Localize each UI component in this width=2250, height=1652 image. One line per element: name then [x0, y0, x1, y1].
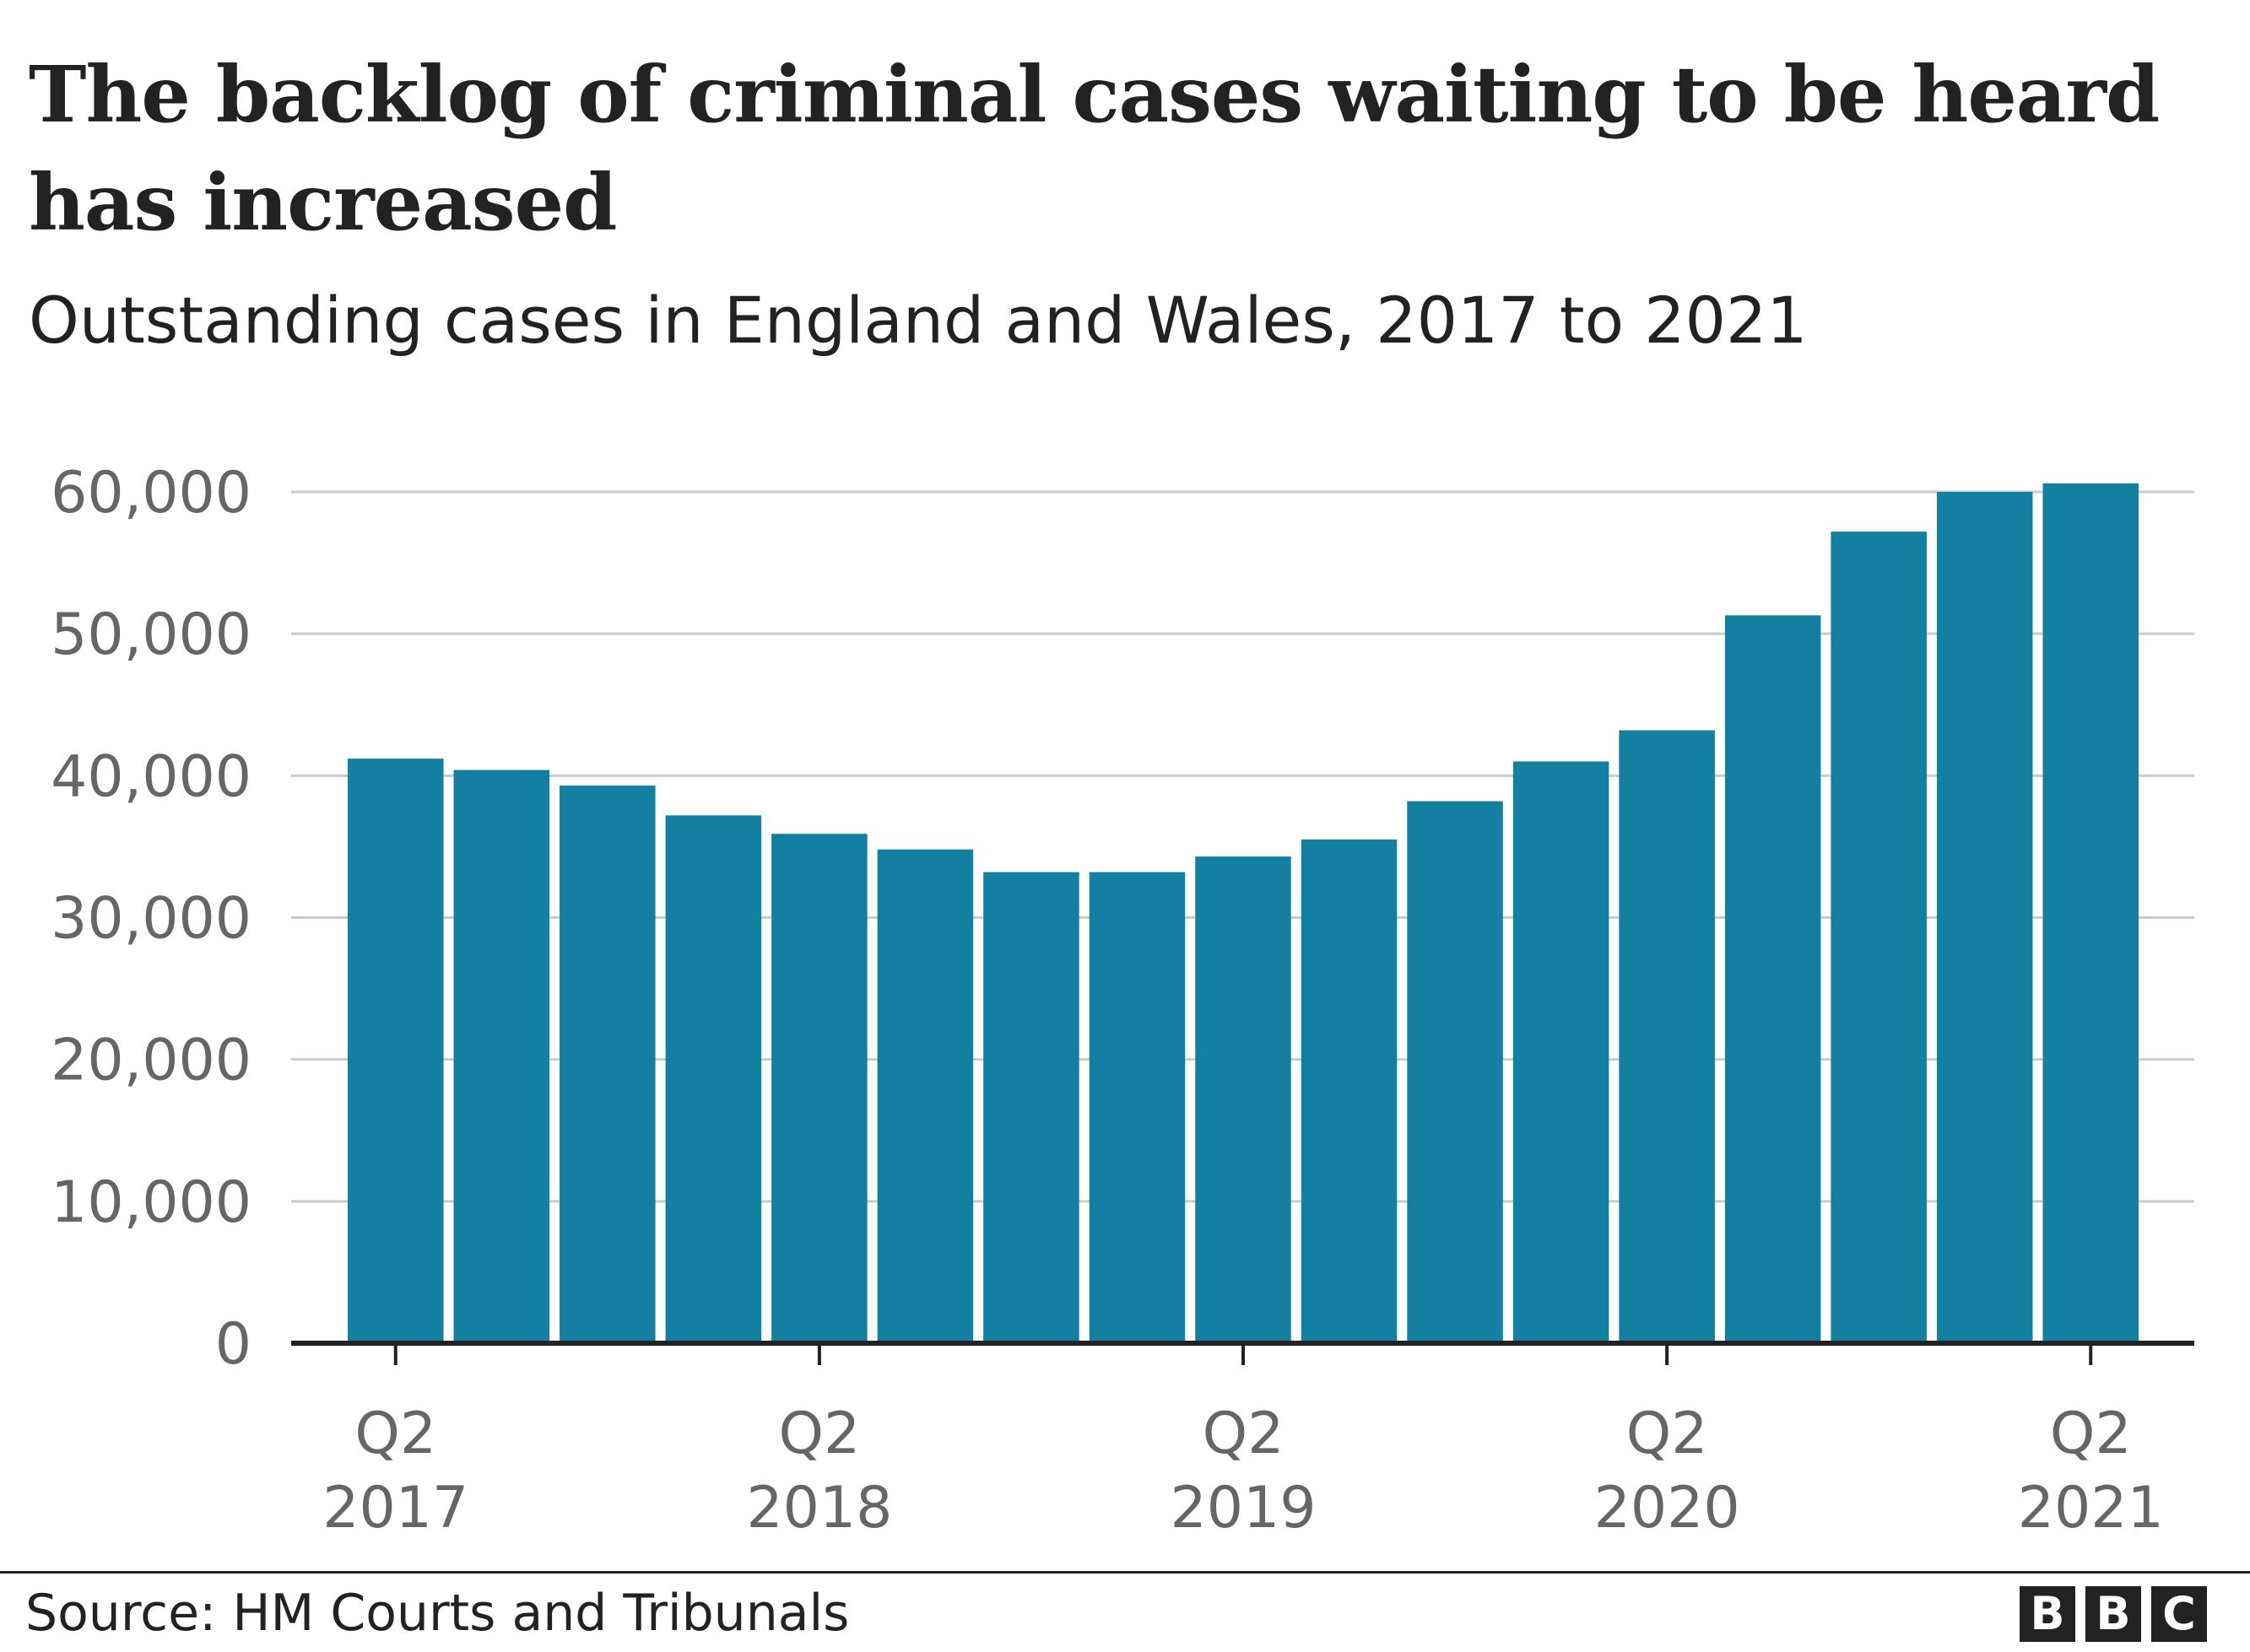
bar [771, 834, 868, 1343]
logo-letter-b2: B [2085, 1586, 2141, 1642]
bar [1936, 492, 2033, 1343]
bar [1301, 839, 1398, 1343]
logo-letter-c: C [2151, 1586, 2207, 1642]
y-tick-label: 60,000 [51, 460, 252, 526]
x-tick-label-quarter: Q2 [1203, 1401, 1285, 1467]
footer-rule [0, 1571, 2250, 1574]
source-note: Source: HM Courts and Tribunals [25, 1584, 850, 1643]
x-tick-label-year: 2020 [1594, 1475, 1740, 1541]
y-tick-label: 50,000 [51, 602, 252, 668]
x-tick-label: Q2 2021 [2018, 1401, 2164, 1541]
bar [1512, 761, 1609, 1343]
y-axis-labels: 0 10,000 20,000 30,000 40,000 50,000 60,000 [51, 460, 252, 1378]
chart-subtitle: Outstanding cases in England and Wales, … [29, 283, 1808, 358]
x-tick-label-year: 2019 [1170, 1475, 1316, 1541]
x-tick-label-quarter: Q2 [778, 1401, 860, 1467]
x-tick-label-year: 2021 [2018, 1475, 2164, 1541]
bar [877, 849, 974, 1343]
bar [2042, 483, 2139, 1343]
logo-letter-b1: B [2020, 1586, 2075, 1642]
x-tick-label: Q2 2017 [322, 1401, 468, 1541]
x-tick-label-quarter: Q2 [1626, 1401, 1708, 1467]
bar [1831, 532, 1927, 1343]
x-tick-label-quarter: Q2 [354, 1401, 436, 1467]
bar [1724, 615, 1821, 1343]
bbc-logo: B B C [2020, 1586, 2207, 1642]
bar [1407, 801, 1503, 1343]
x-tick-label: Q2 2020 [1594, 1401, 1740, 1541]
x-tick-label: Q2 2019 [1170, 1401, 1316, 1541]
x-axis [291, 1341, 2194, 1365]
chart-title: The backlog of criminal cases waiting to… [29, 49, 2160, 248]
bar [1089, 872, 1186, 1343]
bar [1619, 730, 1715, 1343]
y-tick-label: 40,000 [51, 743, 252, 810]
x-tick-label-quarter: Q2 [2050, 1401, 2132, 1467]
bar [453, 769, 550, 1343]
x-axis-labels: Q2 2017 Q2 2018 Q2 2019 Q2 2020 Q2 2021 [322, 1401, 2164, 1541]
bar [560, 786, 656, 1343]
bar [348, 759, 444, 1343]
y-tick-label: 10,000 [51, 1169, 252, 1236]
x-tick-label-year: 2017 [322, 1475, 468, 1541]
bar [665, 815, 762, 1343]
y-tick-label: 30,000 [51, 886, 252, 953]
x-tick-label: Q2 2018 [746, 1401, 892, 1541]
y-tick-label: 0 [215, 1311, 252, 1378]
bars [348, 483, 2139, 1343]
bar [1195, 856, 1291, 1343]
bar [983, 872, 1079, 1343]
y-tick-label: 20,000 [51, 1028, 252, 1094]
x-tick-label-year: 2018 [746, 1475, 892, 1541]
